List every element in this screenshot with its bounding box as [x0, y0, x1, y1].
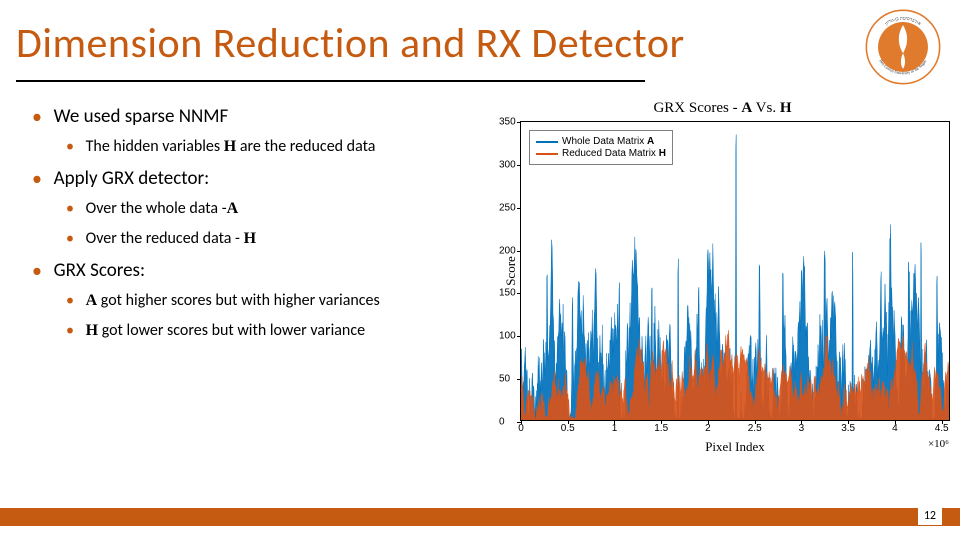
- bullet-lvl2: • Over the whole data -A: [66, 199, 492, 219]
- bullet-dot-icon: •: [32, 105, 50, 129]
- title-underline: [16, 80, 645, 82]
- chart-title: GRX Scores - A Vs. H: [495, 100, 950, 117]
- bullet-lvl2: • H got lower scores but with lower vari…: [66, 321, 492, 341]
- page-title: Dimension Reduction and RX Detector: [16, 18, 944, 69]
- slide: Dimension Reduction and RX Detector אוני…: [0, 0, 960, 540]
- bullet-lvl1: • GRX Scores: • A got higher scores but …: [32, 259, 492, 341]
- chart-canvas: [521, 120, 949, 420]
- x-axis-label: Pixel Index: [520, 439, 950, 455]
- x-axis-power: ×10⁶: [928, 438, 949, 450]
- bullet-text: The hidden variables H are the reduced d…: [86, 137, 376, 157]
- title-row: Dimension Reduction and RX Detector: [16, 18, 944, 69]
- footer-bar: [0, 508, 960, 526]
- bullet-text: We used sparse NNMF: [54, 105, 229, 129]
- bullet-dot-icon: •: [66, 137, 82, 157]
- bullet-lvl1: • Apply GRX detector: • Over the whole d…: [32, 167, 492, 249]
- bullet-lvl1: • We used sparse NNMF • The hidden varia…: [32, 105, 492, 157]
- bullet-dot-icon: •: [66, 291, 82, 311]
- bullet-text: Over the whole data -A: [86, 199, 239, 219]
- bullet-dot-icon: •: [32, 167, 50, 191]
- bullet-text: GRX Scores:: [54, 259, 145, 283]
- grx-chart: GRX Scores - A Vs. H Score Whole Data Ma…: [495, 100, 950, 455]
- bullet-dot-icon: •: [66, 199, 82, 219]
- bullet-list: • We used sparse NNMF • The hidden varia…: [32, 105, 492, 351]
- bullet-lvl2: • Over the reduced data - H: [66, 229, 492, 249]
- bullet-dot-icon: •: [32, 259, 50, 283]
- bullet-dot-icon: •: [66, 229, 82, 249]
- bullet-text: A got higher scores but with higher vari…: [86, 291, 380, 311]
- bullet-lvl2: • A got higher scores but with higher va…: [66, 291, 492, 311]
- bullet-lvl2: • The hidden variables H are the reduced…: [66, 137, 492, 157]
- plot-area: Score Whole Data Matrix AWhole Data Matr…: [520, 121, 950, 421]
- y-axis-label: Score: [503, 256, 519, 286]
- bgu-logo: אוניברסיטת בן-גוריון Ben-Gurion Universi…: [864, 8, 942, 86]
- page-number: 12: [918, 507, 942, 525]
- bullet-text: Over the reduced data - H: [86, 229, 256, 249]
- bullet-text: H got lower scores but with lower varian…: [86, 321, 365, 341]
- bullet-dot-icon: •: [66, 321, 82, 341]
- bullet-text: Apply GRX detector:: [54, 167, 210, 191]
